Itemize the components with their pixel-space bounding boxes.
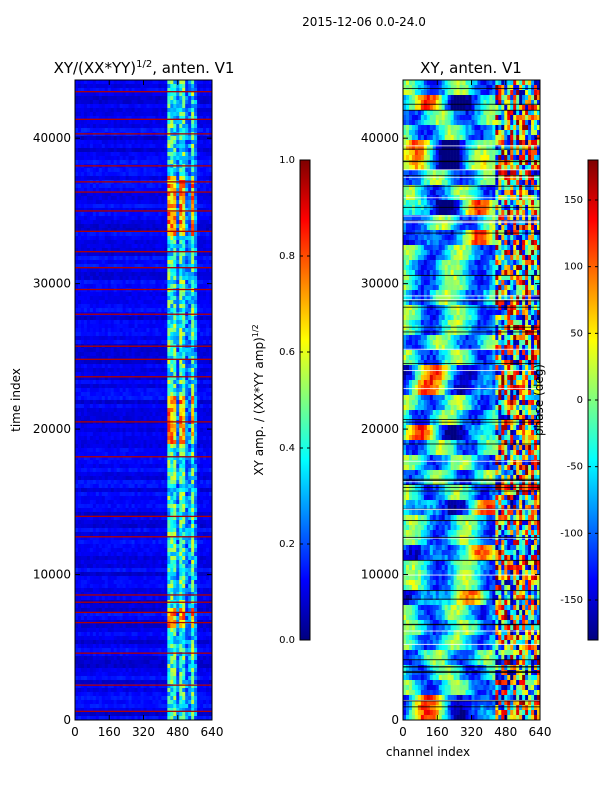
x-tick-label: 320 bbox=[132, 725, 155, 739]
flagged-row-line bbox=[75, 358, 212, 360]
flagged-row-line bbox=[75, 288, 212, 291]
flagged-row-line bbox=[75, 376, 212, 378]
phase-axes: 0 160 320 480 640 0 10000 20000 30000 40000 bbox=[361, 80, 552, 739]
flagged-row-line bbox=[75, 515, 212, 518]
amp-axes: 0 160 320 480 640 0 10000 20000 30000 40000 bbox=[33, 80, 224, 739]
x-tick-label: 0 bbox=[399, 725, 407, 739]
y-tick-label: 0 bbox=[63, 713, 71, 727]
amp-colorbar-label: XY amp. / (XX*YY amp)1/2 bbox=[251, 324, 266, 475]
phase-colorbar-gradient bbox=[588, 160, 598, 640]
flagged-row-line bbox=[75, 133, 212, 135]
flagged-row-line bbox=[75, 684, 212, 686]
amp-colorbar: 0.0 0.2 0.4 0.6 0.8 1.0 XY amp. / (XX*YY amp)… bbox=[251, 155, 311, 646]
flagged-row-line bbox=[75, 118, 212, 120]
x-tick-label: 640 bbox=[201, 725, 224, 739]
colorbar-tick-label: 0 bbox=[577, 395, 583, 406]
flagged-row-line bbox=[75, 91, 212, 93]
phase-xlabel: channel index bbox=[386, 745, 470, 759]
amp-colorbar-frame bbox=[299, 159, 311, 641]
flagged-row-line bbox=[75, 191, 212, 193]
y-tick-label: 10000 bbox=[33, 568, 71, 582]
flagged-row-line bbox=[75, 621, 212, 624]
flagged-row-line bbox=[75, 165, 212, 167]
flagged-row-line bbox=[75, 601, 212, 603]
flagged-row-line bbox=[75, 230, 212, 232]
flagged-row-line bbox=[75, 345, 212, 347]
x-tick-label: 0 bbox=[71, 725, 79, 739]
phase-colorbar-label: phase (deg) bbox=[532, 364, 546, 436]
x-tick-label: 480 bbox=[166, 725, 189, 739]
flagged-row-line bbox=[75, 421, 212, 423]
colorbar-tick-label: -50 bbox=[567, 462, 583, 473]
flagged-row-line bbox=[75, 181, 212, 183]
flagged-row-line bbox=[75, 611, 212, 614]
x-tick-label: 480 bbox=[494, 725, 517, 739]
amp-ylabel: time index bbox=[9, 368, 23, 432]
amp-colorbar-gradient bbox=[300, 160, 310, 640]
flagged-row-line bbox=[75, 456, 212, 458]
phase-panel: XY, anten. V1 0 160 320 480 640 0 10000 20000 30… bbox=[361, 59, 552, 759]
colorbar-tick-label: 100 bbox=[564, 262, 583, 273]
x-tick-label: 320 bbox=[460, 725, 483, 739]
y-tick-label: 20000 bbox=[361, 422, 399, 436]
y-tick-label: 40000 bbox=[33, 131, 71, 145]
x-tick-label: 160 bbox=[426, 725, 449, 739]
y-tick-label: 30000 bbox=[33, 277, 71, 291]
amp-heatmap bbox=[75, 80, 213, 721]
colorbar-tick-label: -100 bbox=[560, 528, 583, 539]
y-tick-label: 0 bbox=[391, 713, 399, 727]
y-tick-label: 10000 bbox=[361, 568, 399, 582]
flagged-row-line bbox=[75, 536, 212, 538]
flagged-row-line bbox=[75, 210, 212, 212]
colorbar-tick-label: 150 bbox=[564, 195, 583, 206]
y-tick-label: 40000 bbox=[361, 131, 399, 145]
colorbar-tick-label: 0.8 bbox=[279, 251, 295, 262]
colorbar-tick-label: 0.4 bbox=[279, 443, 295, 454]
phase-heatmap bbox=[403, 80, 541, 721]
figure-suptitle: 2015-12-06 0.0-24.0 bbox=[302, 15, 426, 29]
y-tick-label: 30000 bbox=[361, 277, 399, 291]
colorbar-tick-label: 0.2 bbox=[279, 539, 295, 550]
flagged-row-line bbox=[75, 313, 212, 315]
colorbar-tick-label: -150 bbox=[560, 595, 583, 606]
y-tick-label: 20000 bbox=[33, 422, 71, 436]
colorbar-tick-label: 0.0 bbox=[279, 635, 295, 646]
flagged-row-line bbox=[75, 710, 212, 712]
x-tick-label: 160 bbox=[98, 725, 121, 739]
colorbar-tick-label: 50 bbox=[570, 328, 583, 339]
phase-panel-title: XY, anten. V1 bbox=[420, 59, 522, 77]
flagged-row-line bbox=[75, 267, 212, 269]
amp-panel-title: XY/(XX*YY)1/2, anten. V1 bbox=[54, 59, 235, 77]
colorbar-tick-label: 1.0 bbox=[279, 155, 295, 166]
amp-panel: XY/(XX*YY)1/2, anten. V1 0 160 320 480 640 0 1… bbox=[9, 59, 234, 739]
x-tick-label: 640 bbox=[529, 725, 552, 739]
phase-colorbar: -150 -100 -50 0 50 100 150 phase (deg) bbox=[532, 159, 599, 641]
flagged-row-line bbox=[75, 251, 212, 253]
flagged-row-line bbox=[75, 652, 212, 654]
flagged-row-line bbox=[75, 594, 212, 596]
colorbar-tick-label: 0.6 bbox=[279, 347, 295, 358]
